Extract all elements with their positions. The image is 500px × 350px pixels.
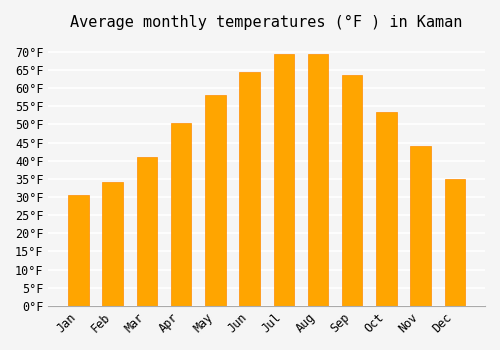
- Bar: [274, 54, 294, 306]
- Bar: [68, 195, 88, 306]
- Bar: [240, 72, 260, 306]
- Bar: [102, 182, 123, 306]
- Bar: [171, 122, 192, 306]
- Bar: [308, 54, 328, 306]
- Bar: [444, 179, 465, 306]
- Bar: [342, 75, 362, 306]
- Bar: [205, 95, 226, 306]
- Bar: [376, 112, 396, 306]
- Bar: [136, 157, 157, 306]
- Title: Average monthly temperatures (°F ) in Kaman: Average monthly temperatures (°F ) in Ka…: [70, 15, 463, 30]
- Bar: [410, 146, 431, 306]
